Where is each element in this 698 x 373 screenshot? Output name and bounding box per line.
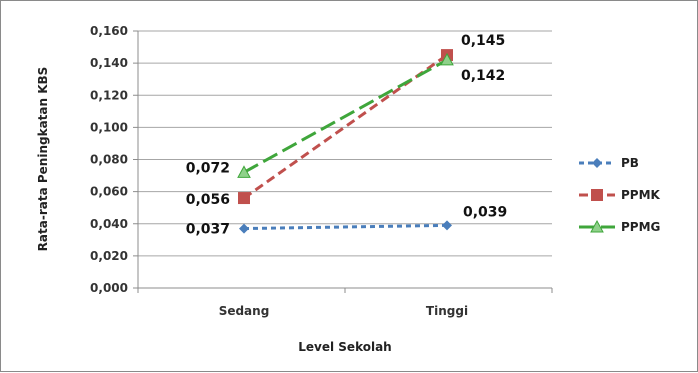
y-tick-label: 0,080 [90,153,128,167]
point-marker [592,158,602,168]
data-label: 0,056 [186,192,230,208]
y-tick-label: 0,100 [90,120,128,134]
x-tick-label: Sedang [219,304,270,318]
y-tick-label: 0,040 [90,217,128,231]
y-tick-label: 0,120 [90,88,128,102]
data-labels: 0,037 0,039 0,056 0,145 0,072 0,142 [186,33,508,237]
x-tick-labels: Sedang Tinggi [219,304,468,318]
series-line-pb [243,223,448,231]
point-marker [237,165,251,178]
y-tick-label: 0,140 [90,56,128,70]
point-marker [238,192,250,205]
x-tick-label: Tinggi [426,304,468,318]
data-label: 0,039 [463,204,507,220]
y-tick-labels: 0,000 0,020 0,040 0,060 0,080 0,100 0,120 0,140… [90,24,128,295]
point-marker [440,52,454,66]
gridlines [133,30,552,289]
y-tick-label: 0,060 [90,185,128,199]
point-marker [442,220,452,231]
y-tick-label: 0,160 [90,24,128,38]
legend-label: PB [621,156,639,170]
y-axis-title: Rata-rata Peningkatan KBS [36,67,50,252]
point-marker [239,223,249,234]
series-line-ppmg [243,58,448,174]
series-lines [243,53,448,231]
data-label: 0,072 [186,160,230,176]
legend-label: PPMK [621,188,661,202]
data-label: 0,037 [186,222,230,238]
legend-label: PPMG [621,220,660,234]
point-marker [590,219,604,233]
series-markers [237,49,454,234]
legend: PB PPMK PPMG [579,156,661,234]
series-line-ppmk [243,53,448,200]
point-marker [591,189,603,201]
y-tick-label: 0,020 [90,249,128,263]
y-tick-label: 0,000 [90,281,128,295]
axes [137,31,553,293]
data-label: 0,142 [461,68,505,84]
data-label: 0,145 [461,33,505,49]
x-axis-title: Level Sekolah [298,340,391,354]
